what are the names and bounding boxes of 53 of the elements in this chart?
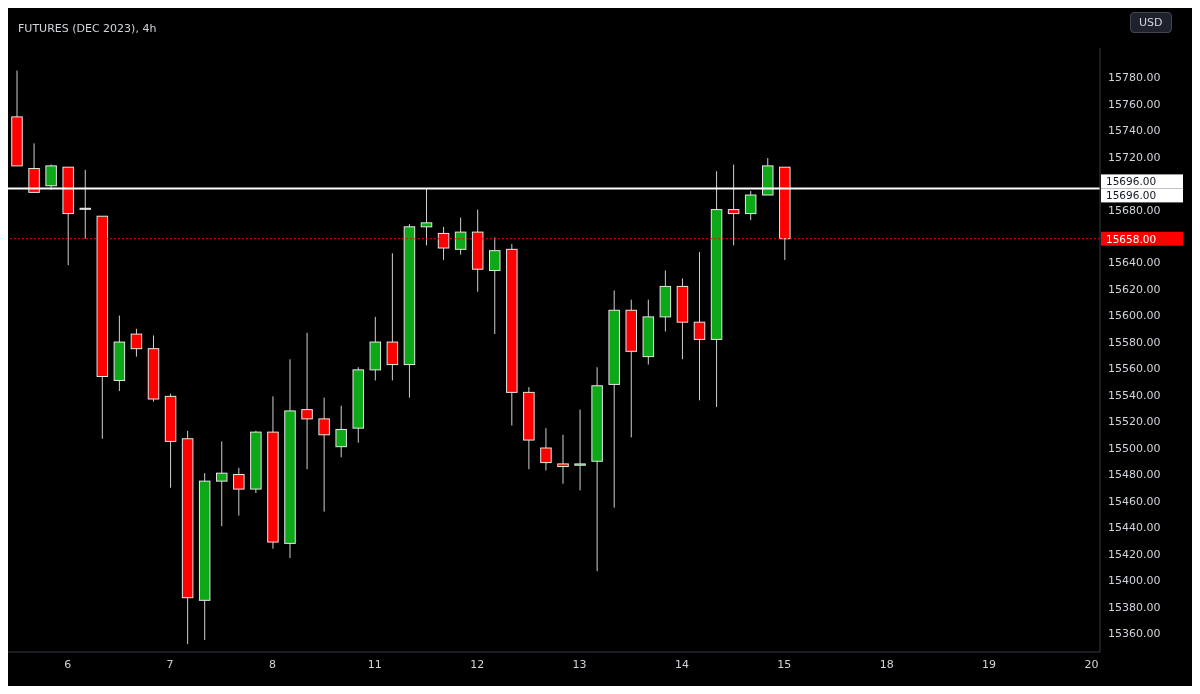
x-tick-label: 13 [572, 657, 587, 671]
y-tick-label: 15360.00 [1108, 627, 1161, 641]
x-tick-label: 15 [777, 657, 792, 671]
y-tick-label: 15500.00 [1108, 441, 1161, 455]
y-tick-label: 15520.00 [1108, 415, 1161, 429]
candlestick [557, 434, 569, 485]
x-tick-label: 8 [268, 657, 276, 671]
y-tick-label: 15540.00 [1108, 388, 1161, 402]
y-tick-label: 15560.00 [1108, 362, 1161, 376]
candlestick [574, 409, 586, 491]
y-tick-label: 15640.00 [1108, 256, 1161, 270]
candlestick [45, 164, 57, 191]
y-tick-label: 15620.00 [1108, 282, 1161, 296]
text: USD [1130, 12, 1172, 33]
x-tick-label: 18 [879, 657, 894, 671]
y-tick-label: 15380.00 [1108, 600, 1161, 614]
candlestick [420, 187, 433, 246]
y-tick-label: 15580.00 [1108, 335, 1161, 349]
chart-title: FUTURES (DEC 2023), 4h [18, 22, 157, 35]
candlestick [335, 405, 347, 458]
ref-line-label: 15658.00 [1106, 232, 1157, 245]
y-tick-label: 15760.00 [1108, 97, 1161, 111]
y-tick-label: 15720.00 [1108, 150, 1161, 164]
y-tick-label: 15600.00 [1108, 309, 1161, 323]
candlestick [454, 217, 467, 256]
x-tick-label: 12 [470, 657, 485, 671]
y-tick-label: 15740.00 [1108, 124, 1161, 138]
x-tick-label: 20 [1084, 657, 1099, 671]
ref-line-label: 15696.00 [1106, 175, 1157, 188]
candlestick [540, 427, 552, 472]
candlestick [744, 190, 757, 221]
y-tick-label: 15460.00 [1108, 494, 1161, 508]
text: 15696.00 [1106, 189, 1157, 202]
y-tick-label: 15440.00 [1108, 521, 1161, 535]
candlestick [130, 328, 143, 358]
candlestick [318, 397, 330, 513]
candlestick [386, 252, 399, 381]
y-tick-label: 15480.00 [1108, 468, 1161, 482]
x-tick-label: 19 [982, 657, 997, 671]
candlestick [28, 142, 40, 193]
candlestick [233, 467, 245, 517]
candlestick [489, 236, 501, 335]
candlestick [301, 332, 313, 470]
x-tick-label: 11 [367, 657, 382, 671]
x-tick-label: 14 [674, 657, 689, 671]
y-tick-label: 15420.00 [1108, 547, 1161, 561]
y-tick-label: 15780.00 [1108, 71, 1161, 85]
candlestick [216, 440, 228, 527]
x-tick-label: 6 [64, 657, 72, 671]
x-tick-label: 7 [166, 657, 174, 671]
y-tick-label: 15400.00 [1108, 574, 1161, 588]
candlestick [693, 251, 706, 401]
y-tick-label: 15680.00 [1108, 203, 1161, 217]
